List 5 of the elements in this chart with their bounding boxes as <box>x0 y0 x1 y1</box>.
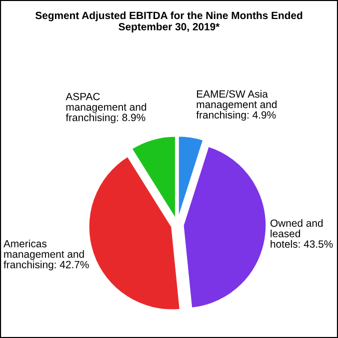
slice-label: Americas management and franchising: 42.7% <box>3 240 89 270</box>
slice-label: ASPAC management and franchising: 8.9% <box>66 92 146 124</box>
slice-label: Owned and leased hotels: 43.5% <box>270 219 333 248</box>
slice-label: EAME/SW Asia management and franchising: 4.9% <box>196 90 277 121</box>
chart-title: Segment Adjusted EBITDA for the Nine Months Ended September 30, 2019* <box>35 11 302 32</box>
